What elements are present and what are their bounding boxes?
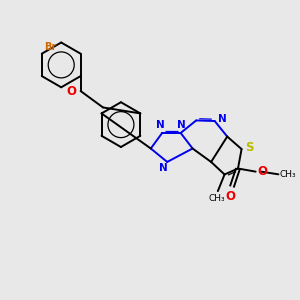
Text: N: N bbox=[218, 114, 226, 124]
Text: N: N bbox=[156, 120, 164, 130]
Text: O: O bbox=[257, 165, 267, 178]
Text: Br: Br bbox=[44, 42, 56, 52]
Text: CH₃: CH₃ bbox=[280, 170, 296, 179]
Text: CH₃: CH₃ bbox=[208, 194, 225, 203]
Text: N: N bbox=[177, 120, 186, 130]
Text: N: N bbox=[159, 164, 168, 173]
Text: S: S bbox=[245, 141, 254, 154]
Text: O: O bbox=[225, 190, 236, 203]
Text: O: O bbox=[67, 85, 77, 98]
